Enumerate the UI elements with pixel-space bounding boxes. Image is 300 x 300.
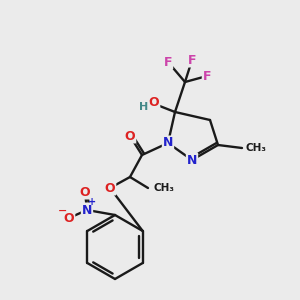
Text: O: O (105, 182, 115, 194)
Text: H: H (140, 102, 148, 112)
Text: O: O (125, 130, 135, 142)
Text: O: O (149, 97, 159, 110)
Text: F: F (164, 56, 172, 68)
Text: CH₃: CH₃ (153, 183, 174, 193)
Text: −: − (58, 206, 68, 216)
Text: F: F (203, 70, 211, 83)
Text: N: N (187, 154, 197, 166)
Text: N: N (82, 203, 92, 217)
Text: F: F (188, 53, 196, 67)
Text: N: N (163, 136, 173, 149)
Text: O: O (80, 185, 90, 199)
Text: CH₃: CH₃ (245, 143, 266, 153)
Text: +: + (88, 197, 96, 207)
Text: O: O (64, 212, 74, 224)
